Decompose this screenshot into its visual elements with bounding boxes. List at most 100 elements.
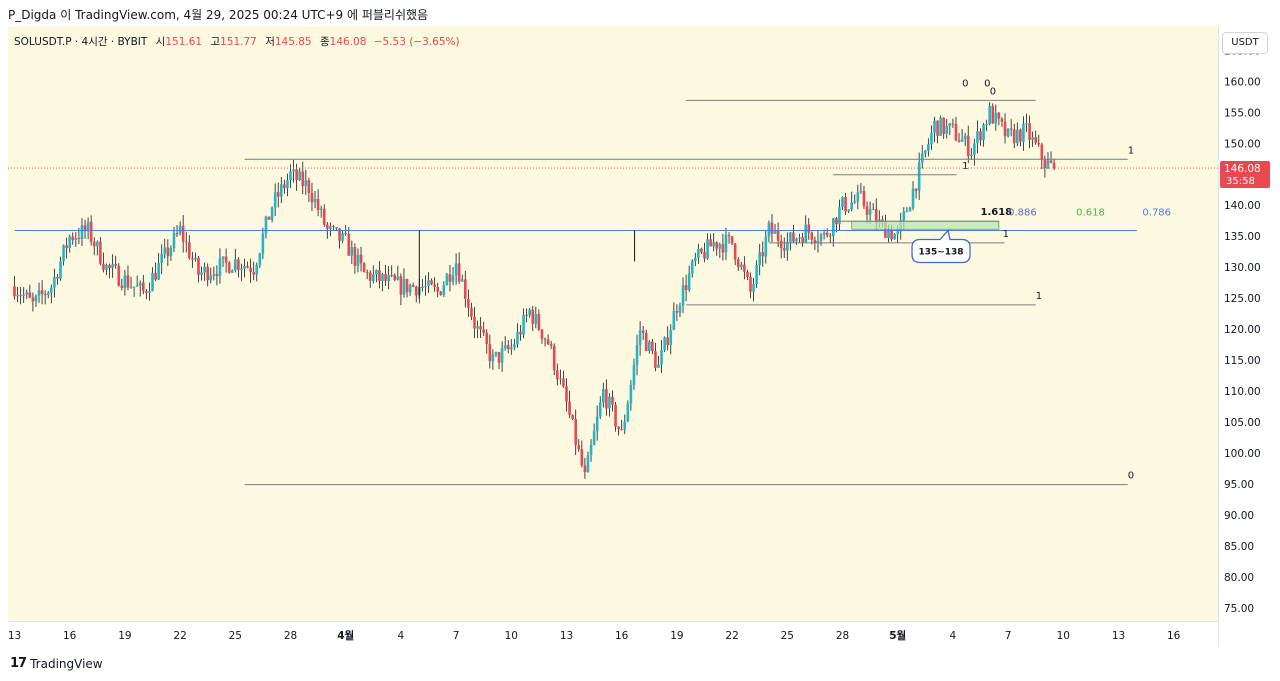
candle-down <box>828 235 832 237</box>
chart-canvas[interactable]: 75.0080.0085.0090.0095.00100.00105.00110… <box>8 26 1270 646</box>
candle-up <box>34 295 38 302</box>
candle-down <box>801 237 804 243</box>
candle-down <box>776 230 780 241</box>
candle-up <box>917 162 921 191</box>
candle-up <box>626 403 630 422</box>
candle-down <box>276 192 280 197</box>
candle-down <box>1012 129 1016 144</box>
candle-up <box>381 274 384 281</box>
candle-down <box>307 180 311 193</box>
candle-down <box>890 230 893 240</box>
candle-up <box>516 331 519 345</box>
candle-down <box>31 297 35 302</box>
candle-down <box>568 401 571 415</box>
candle-up <box>706 239 709 259</box>
time-tick-label: 22 <box>173 630 186 642</box>
candle-up <box>476 326 479 329</box>
candle-down <box>154 272 157 280</box>
candle-up <box>838 207 841 225</box>
candle-up <box>445 274 449 286</box>
low-value: 145.85 <box>274 36 312 48</box>
price-tick-label: 120.00 <box>1224 324 1261 336</box>
time-tick-label: 19 <box>670 630 683 642</box>
candle-up <box>902 211 906 221</box>
candle-down <box>881 219 884 222</box>
candle-up <box>773 230 777 234</box>
candle-up <box>356 254 360 266</box>
candle-up <box>442 285 446 295</box>
candle-down <box>562 378 565 387</box>
candle-up <box>460 279 464 282</box>
candle-up <box>973 143 976 155</box>
candle-down <box>120 285 124 288</box>
candle-down <box>580 449 584 466</box>
candle-up <box>298 171 301 181</box>
candle-down <box>206 266 209 281</box>
candle-up <box>798 237 801 239</box>
candle-down <box>700 248 703 253</box>
candle-up <box>592 431 596 445</box>
candle-down <box>488 344 492 362</box>
candle-down <box>184 241 188 243</box>
candle-up <box>1025 123 1028 125</box>
high-value: 151.77 <box>220 36 257 48</box>
candle-up <box>871 209 875 211</box>
plot-area[interactable] <box>8 26 1218 621</box>
candle-up <box>80 225 84 239</box>
candle-up <box>292 169 295 172</box>
candle-down <box>332 226 335 228</box>
candle-up <box>313 198 317 203</box>
symbol-name[interactable]: SOLUSDT.P · 4시간 · BYBIT <box>14 36 148 48</box>
candle-up <box>255 264 259 275</box>
time-tick-label: 7 <box>453 630 460 642</box>
candle-down <box>770 222 774 234</box>
time-tick-label: 10 <box>505 630 518 642</box>
candle-up <box>62 245 65 262</box>
candle-down <box>761 252 765 257</box>
candle-down <box>56 276 59 279</box>
time-scale[interactable] <box>8 621 1218 647</box>
candle-up <box>289 171 292 181</box>
candle-down <box>71 236 75 240</box>
candle-up <box>304 180 308 187</box>
candle-down <box>301 171 305 187</box>
candle-up <box>169 248 173 257</box>
candle-up <box>148 291 151 293</box>
candle-down <box>556 370 559 380</box>
fib-level-label: 0 <box>1128 471 1134 482</box>
candle-down <box>675 311 679 313</box>
price-tick-label: 90.00 <box>1224 510 1254 522</box>
publish-caption: P_Digda 이 TradingView.com, 4월 29, 2025 0… <box>8 8 429 22</box>
candle-up <box>396 276 400 280</box>
candle-up <box>68 236 71 249</box>
candle-up <box>960 139 964 142</box>
price-scale[interactable] <box>1218 26 1271 646</box>
candle-down <box>620 429 623 431</box>
candle-up <box>740 264 743 268</box>
current-price-badge <box>1220 161 1270 189</box>
candle-down <box>19 295 22 297</box>
tradingview-logo[interactable]: 17 TradingView <box>10 656 103 671</box>
candle-up <box>724 235 728 253</box>
candle-down <box>485 332 489 345</box>
price-tick-label: 115.00 <box>1224 355 1261 367</box>
candle-up <box>850 202 853 210</box>
candle-down <box>914 188 918 191</box>
candle-up <box>172 233 176 249</box>
candle-down <box>1009 128 1013 130</box>
candle-down <box>733 243 737 260</box>
currency-button[interactable]: USDT <box>1222 32 1268 54</box>
candle-up <box>859 190 863 193</box>
candle-up <box>234 259 237 271</box>
chart-frame[interactable]: 75.00 80.00 85.00 90.00 95.00 100.00 105.00 110… <box>8 26 1271 647</box>
candle-up <box>933 120 936 133</box>
candle-down <box>543 338 547 340</box>
candle-up <box>660 350 663 365</box>
candle-down <box>743 264 746 272</box>
candle-down <box>957 140 961 142</box>
candle-down <box>954 124 958 141</box>
candle-up <box>896 231 899 235</box>
candle-up <box>105 265 108 270</box>
candle-down <box>1019 129 1022 142</box>
time-tick-label: 19 <box>118 630 131 642</box>
